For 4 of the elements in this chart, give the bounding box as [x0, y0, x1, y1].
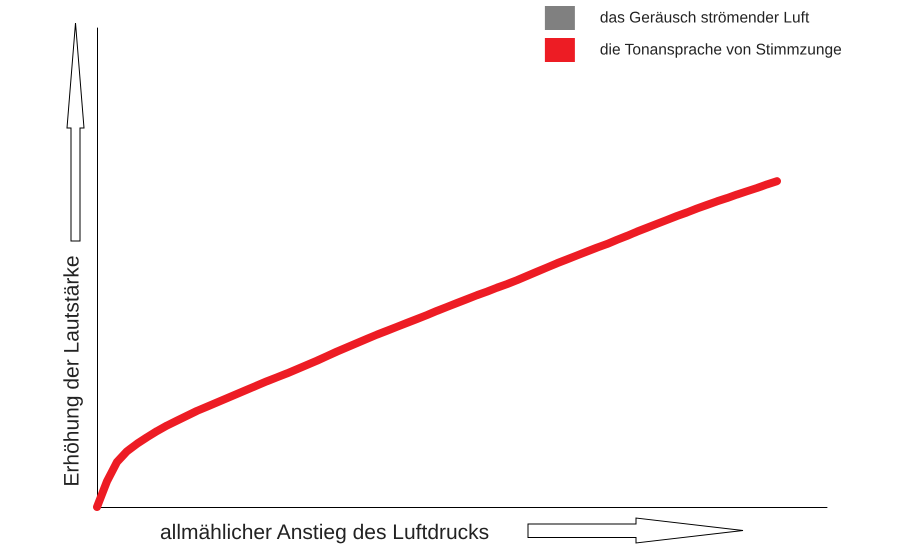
y-axis-title: Erhöhung der Lautstärke [60, 255, 84, 487]
x-axis-title: allmählicher Anstieg des Luftdrucks [160, 521, 490, 544]
legend-label: die Tonansprache von Stimmzunge [600, 42, 842, 58]
legend-label: das Geräusch strömender Luft [600, 10, 810, 26]
